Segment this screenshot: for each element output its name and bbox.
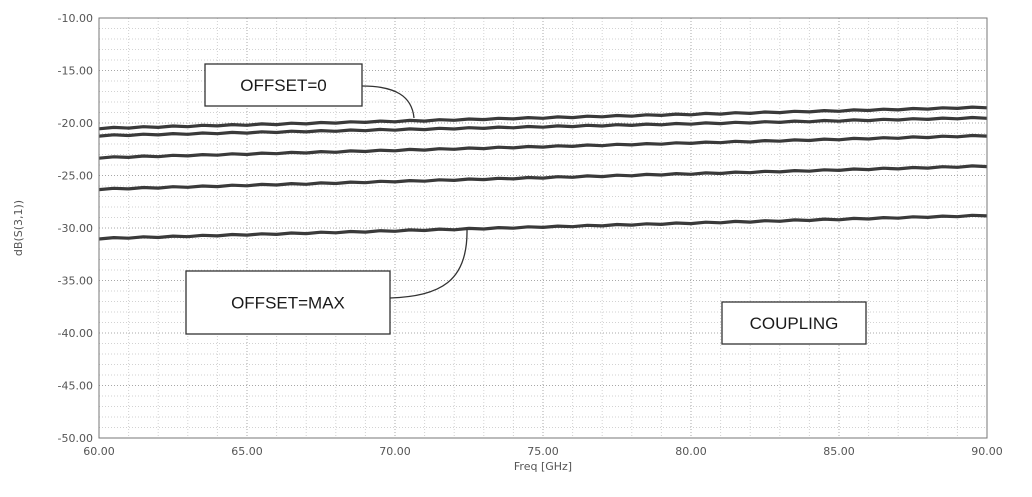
series-line-4 xyxy=(98,164,988,192)
coupling-label: COUPLING xyxy=(750,314,839,333)
series-line-5 xyxy=(98,213,988,241)
series-line-3 xyxy=(98,133,988,160)
x-tick-label: 65.00 xyxy=(231,445,263,458)
x-tick-label: 85.00 xyxy=(823,445,855,458)
x-tick-label: 80.00 xyxy=(675,445,707,458)
y-tick-label: -50.00 xyxy=(58,432,93,445)
coupling-box xyxy=(721,301,867,345)
series-line-1 xyxy=(98,105,988,131)
x-tick-label: 70.00 xyxy=(379,445,411,458)
offset-max-callout: OFFSET=MAX xyxy=(185,270,391,335)
offset-max-box xyxy=(185,270,391,335)
offset-zero-label: OFFSET=0 xyxy=(240,76,326,95)
y-tick-label: -45.00 xyxy=(58,380,93,393)
y-tick-label: -20.00 xyxy=(58,117,93,130)
series-lines xyxy=(98,105,988,241)
x-tick-labels: 60.00 65.00 70.00 75.00 80.00 85.00 90.00 xyxy=(83,445,1003,458)
offset-zero-callout: OFFSET=0 xyxy=(204,63,363,107)
plot-frame xyxy=(98,17,988,439)
offset-zero-box xyxy=(204,63,363,107)
x-tick-label: 90.00 xyxy=(971,445,1003,458)
offset-zero-leader xyxy=(361,85,415,119)
series-line-2 xyxy=(98,115,988,138)
y-tick-labels: -10.00 -15.00 -20.00 -25.00 -30.00 -35.00 -40.… xyxy=(58,12,93,445)
offset-max-leader xyxy=(389,228,468,299)
y-tick-label: -10.00 xyxy=(58,12,93,25)
y-tick-label: -35.00 xyxy=(58,275,93,288)
x-tick-label: 75.00 xyxy=(527,445,559,458)
coupling-callout: COUPLING xyxy=(721,301,867,345)
offset-max-label: OFFSET=MAX xyxy=(231,294,345,313)
y-tick-label: -25.00 xyxy=(58,170,93,183)
y-tick-label: -40.00 xyxy=(58,327,93,340)
y-tick-label: -15.00 xyxy=(58,65,93,78)
x-axis-label: Freq [GHz] xyxy=(514,460,572,473)
y-axis-label: dB(S(3,1)) xyxy=(12,200,25,256)
x-tick-label: 60.00 xyxy=(83,445,115,458)
y-tick-label: -30.00 xyxy=(58,222,93,235)
